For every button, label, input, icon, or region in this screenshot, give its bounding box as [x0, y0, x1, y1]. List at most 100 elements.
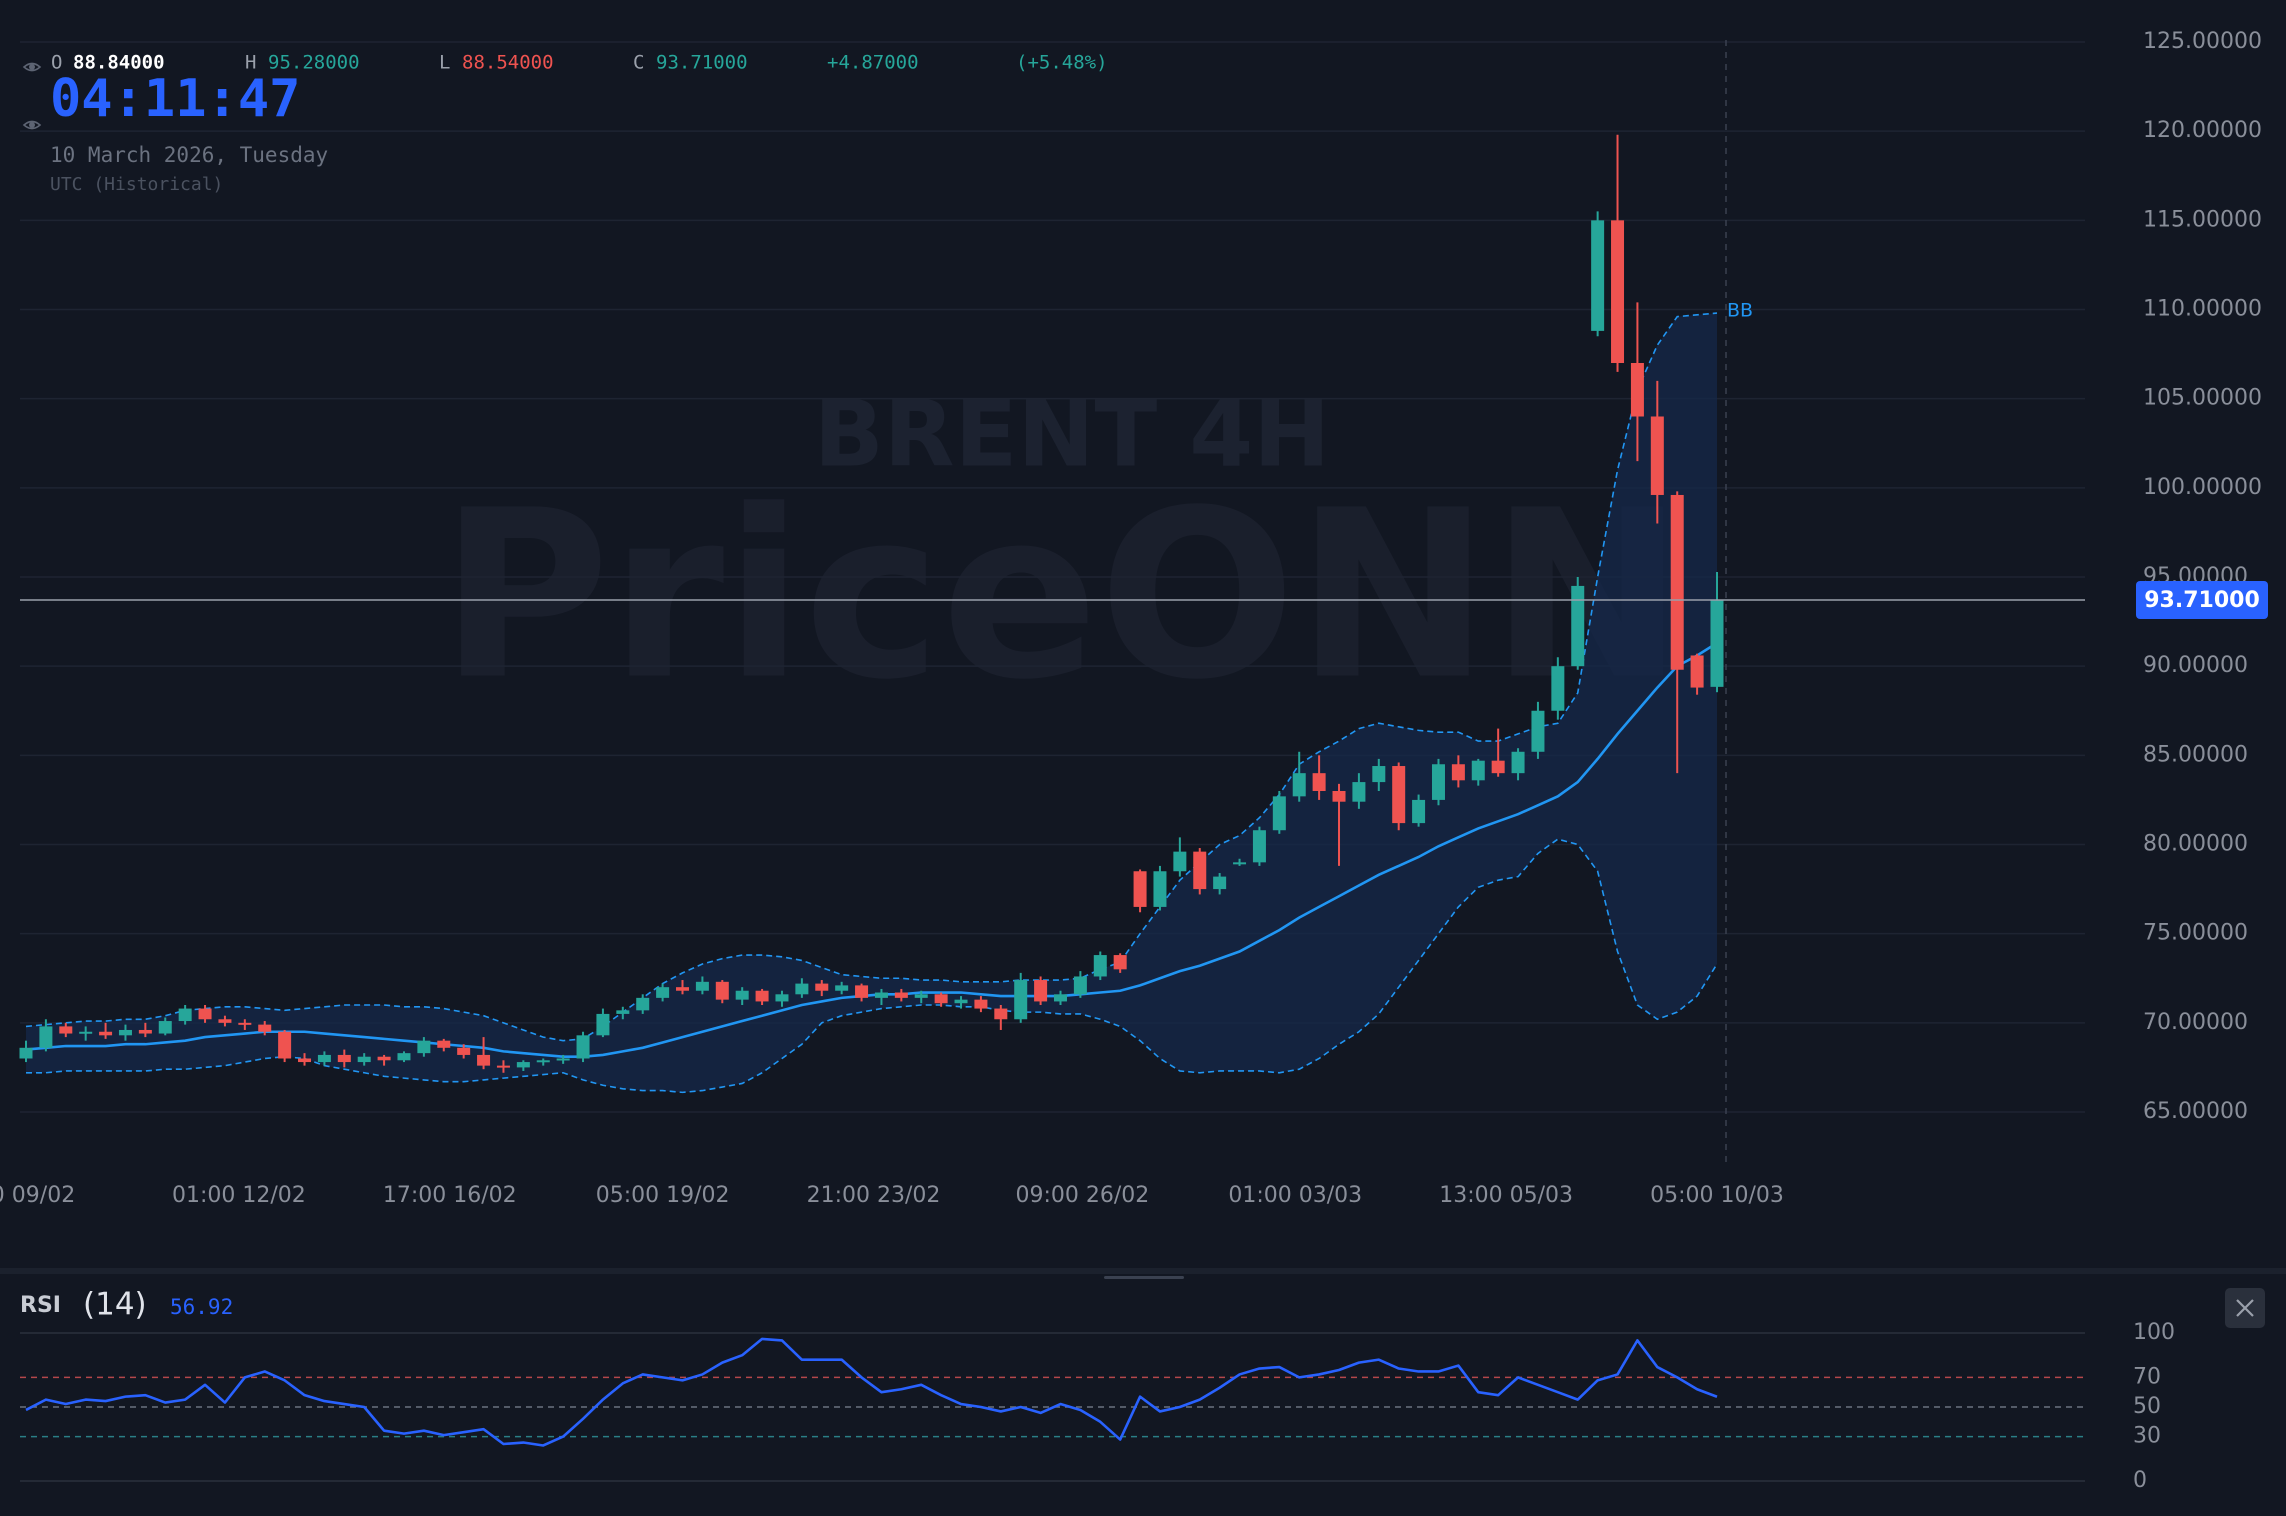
candle-body	[1551, 666, 1565, 711]
grid	[20, 41, 2085, 1113]
candle-body	[1093, 955, 1107, 977]
axes: 65.00000 70.00000 75.00000 80.00000 85.00000…	[0, 29, 2268, 1208]
x-tick-label: 01:00 03/03	[1228, 1183, 1362, 1208]
candle-body	[1650, 416, 1664, 495]
rsi-title: RSI	[20, 1293, 61, 1318]
candle-body	[1571, 585, 1585, 667]
band-label: BB	[1727, 300, 1753, 322]
y-tick-label: 80.00000	[2143, 832, 2248, 857]
high-value: 95.28000	[268, 52, 360, 74]
watermark-brand: PriceONN	[440, 460, 1684, 730]
x-tick-label: 05:00 19/02	[596, 1183, 730, 1208]
candle-body	[1292, 773, 1306, 797]
candle-body	[317, 1054, 331, 1063]
candle-body	[1690, 655, 1704, 688]
x-tick-label: 21:00 23/02	[807, 1183, 941, 1208]
candle-body	[1252, 830, 1266, 863]
candle-body	[1312, 773, 1326, 791]
candle-body	[1531, 710, 1545, 752]
rsi-period: (14)	[83, 1287, 147, 1323]
y-tick-label: 120.00000	[2143, 118, 2262, 143]
rsi-tick-label: 100	[2133, 1320, 2175, 1345]
candle-body	[357, 1056, 371, 1063]
candle-body	[1431, 764, 1445, 800]
y-tick-label: 65.00000	[2143, 1099, 2248, 1124]
candle-body	[1710, 600, 1724, 687]
close-button[interactable]	[2225, 1288, 2265, 1328]
candle-body	[1491, 760, 1505, 774]
date: 10 March 2026, Tuesday	[50, 143, 328, 167]
y-tick-label: 100.00000	[2143, 475, 2262, 500]
rsi-tick-label: 30	[2133, 1424, 2161, 1449]
candle-body	[795, 983, 809, 995]
candle-body	[1193, 851, 1207, 890]
candles	[19, 134, 1724, 1073]
candle-body	[1332, 791, 1346, 802]
candle-body	[278, 1031, 292, 1059]
candle-body	[775, 994, 789, 1002]
candle-body	[1372, 766, 1386, 783]
candle-body	[755, 990, 769, 1002]
candle-body	[556, 1058, 570, 1061]
candle-body	[1014, 980, 1028, 1020]
candle-body	[218, 1019, 232, 1023]
pane-separator[interactable]	[0, 1268, 2286, 1274]
candle-body	[835, 985, 849, 991]
candle-body	[1133, 871, 1147, 907]
candle-body	[1053, 994, 1067, 1002]
candle-body	[715, 981, 729, 1000]
close-icon[interactable]	[2236, 1299, 2254, 1317]
candle-body	[477, 1054, 491, 1066]
candle-body	[954, 999, 968, 1004]
y-tick-label: 85.00000	[2143, 742, 2248, 767]
close-label: C	[633, 52, 644, 74]
candle-body	[437, 1040, 451, 1048]
rsi-tick-label: 50	[2133, 1394, 2161, 1419]
candle-body	[994, 1008, 1008, 1020]
candle-body	[337, 1054, 351, 1063]
last-price-label: 93.71000	[2144, 588, 2260, 613]
candle-body	[298, 1058, 312, 1063]
candle-body	[457, 1047, 471, 1055]
change-percent: (+5.48%)	[1016, 52, 1108, 74]
candle-body	[576, 1035, 590, 1059]
candle-body	[656, 987, 670, 998]
candle-body	[138, 1029, 152, 1034]
candle-body	[1412, 799, 1426, 824]
candle-body	[1392, 766, 1406, 824]
change: +4.87000	[827, 52, 919, 74]
candle-body	[1153, 871, 1167, 907]
candle-body	[596, 1013, 610, 1036]
last-price-tag	[2136, 581, 2268, 620]
candle-body	[636, 997, 650, 1011]
candle-body	[695, 981, 709, 991]
band-area	[26, 313, 1717, 1093]
x-tick-label: 05:00 10/03	[1650, 1183, 1784, 1208]
rsi-line	[25, 1337, 1718, 1447]
candle-body	[516, 1062, 530, 1068]
y-tick-label: 125.00000	[2143, 29, 2262, 54]
candle-body	[914, 994, 928, 998]
band-middle	[25, 641, 1718, 1059]
candle-body	[1630, 363, 1644, 417]
candle-body	[1670, 494, 1684, 670]
y-tick-label: 110.00000	[2143, 297, 2262, 322]
candle-body	[1471, 760, 1485, 781]
candle-body	[735, 990, 749, 1000]
candle-body	[19, 1047, 33, 1059]
candle-body	[258, 1024, 272, 1032]
x-tick-label: 17:00 16/02	[383, 1183, 517, 1208]
candle-body	[1073, 976, 1087, 995]
close-value: 93.71000	[656, 52, 748, 74]
candle-body	[238, 1022, 252, 1025]
bollinger-bands: BB	[25, 300, 1753, 1094]
low-value: 88.54000	[462, 52, 554, 74]
x-tick-label: 01:00 12/02	[172, 1183, 306, 1208]
candle-body	[874, 992, 888, 998]
pane-handle[interactable]	[1104, 1276, 1184, 1279]
candle-body	[397, 1053, 411, 1061]
candle-body	[974, 999, 988, 1009]
x-tick-label: 09:00 26/02	[1015, 1183, 1149, 1208]
